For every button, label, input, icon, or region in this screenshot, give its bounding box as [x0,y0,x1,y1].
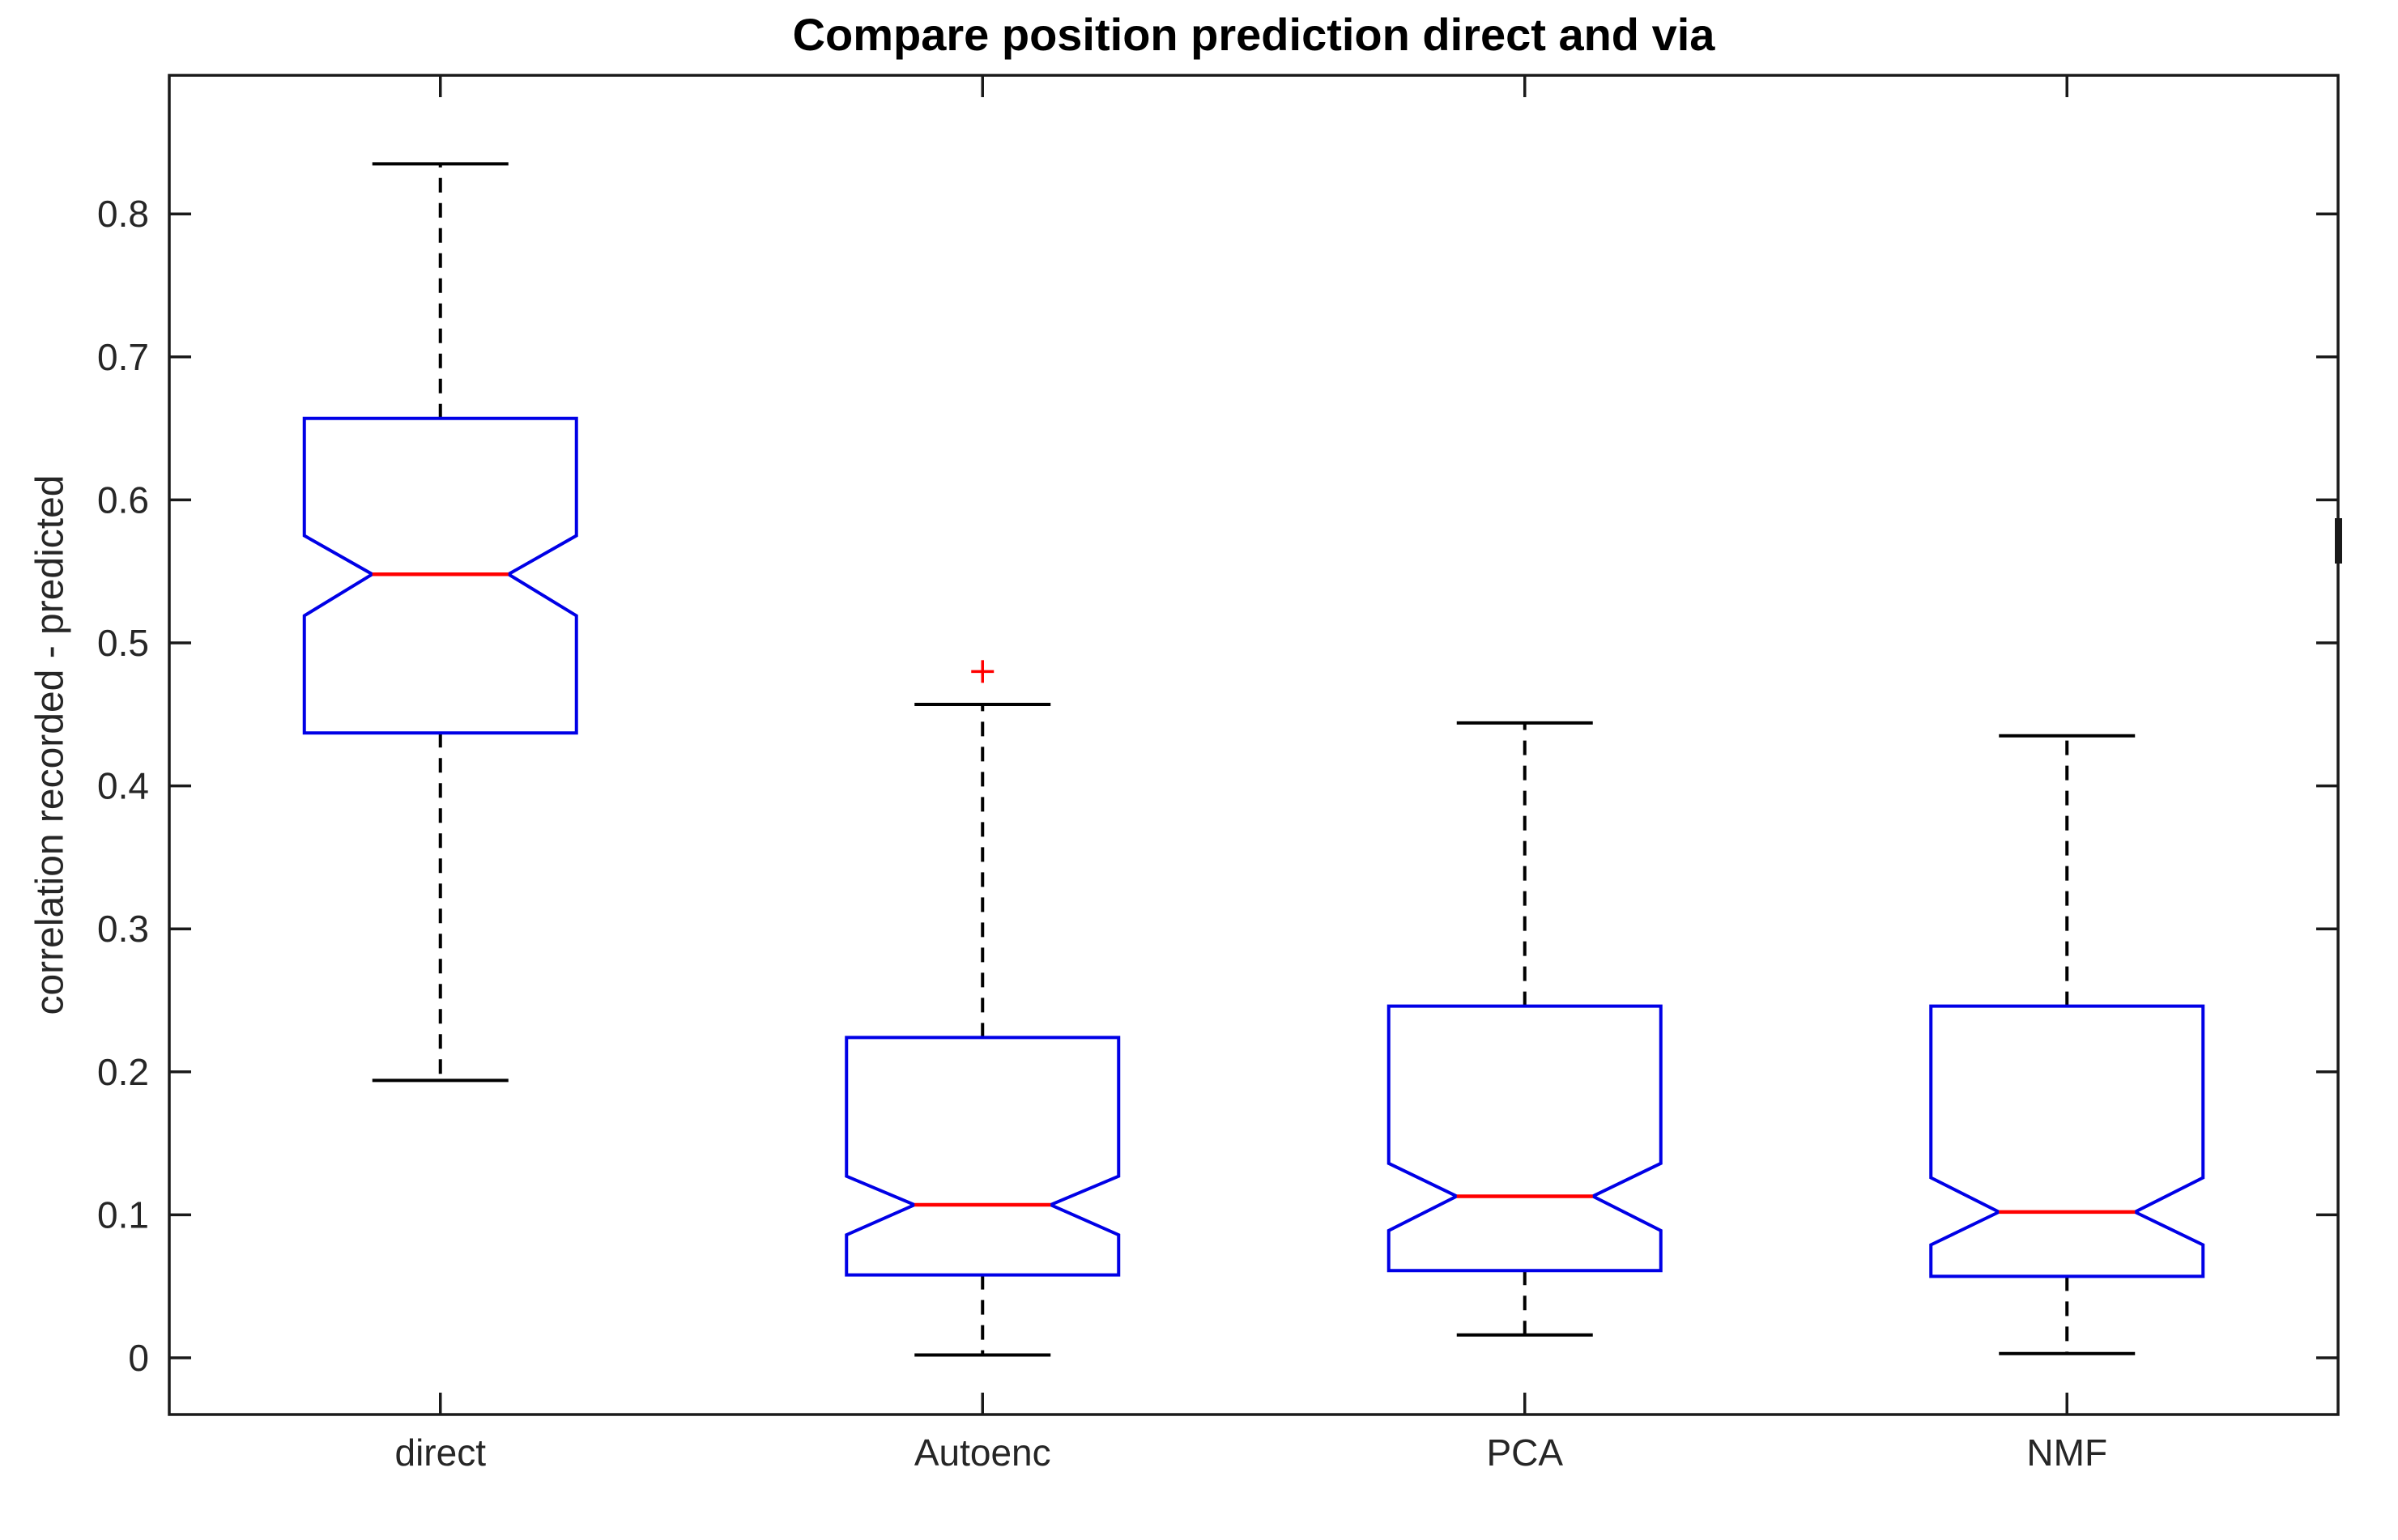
box-group-Autoenc [845,660,1121,1357]
y-tick-label: 0 [128,1337,149,1379]
plot-box [168,74,2340,1416]
category-label: direct [395,1432,487,1474]
y-tick-label: 0.6 [97,479,149,521]
category-label: PCA [1486,1432,1563,1474]
y-tick-label: 0.4 [97,765,149,807]
right-spine-artifact-mark [2335,518,2342,564]
y-tick-label: 0.3 [97,908,149,950]
y-tick-label: 0.5 [97,622,149,664]
y-tick-label: 0.2 [97,1051,149,1093]
box-group-NMF [1929,734,2205,1355]
box-group-direct [302,162,578,1083]
y-tick-label: 0.8 [97,193,149,235]
box-body [1929,1004,2205,1278]
category-label: NMF [2026,1432,2107,1474]
box-group-PCA [1386,721,1663,1337]
y-tick-label: 0.7 [97,336,149,378]
box-body [1386,1004,1663,1273]
box-body [302,416,578,735]
y-tick-label: 0.1 [97,1193,149,1236]
box-body [845,1036,1121,1277]
chart-title: Compare position prediction direct and v… [792,9,1715,60]
category-label: Autoenc [914,1432,1051,1474]
